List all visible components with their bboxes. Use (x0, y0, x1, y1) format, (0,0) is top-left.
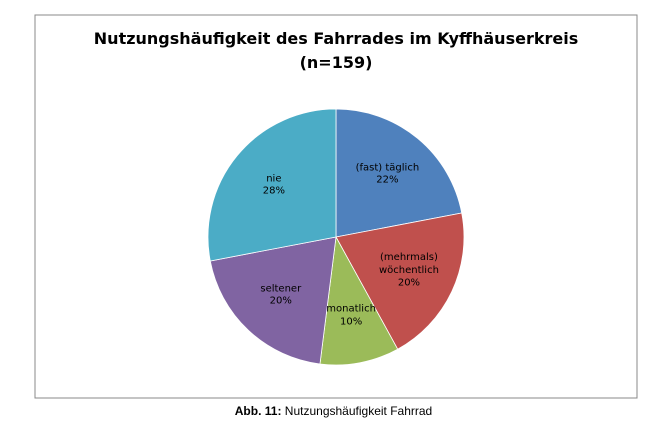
caption-label: Abb. 11: (234, 404, 282, 418)
caption: Abb. 11: Nutzungshäufigkeit Fahrrad (0, 404, 667, 418)
slice-label: (mehrmals) wöchentlich (378, 252, 439, 277)
pie-slice (335, 108, 463, 238)
pie-slice (319, 235, 399, 366)
slice-label: monatlich (326, 303, 376, 315)
slice-label: seltener (260, 283, 302, 295)
slice-value-label: 22% (376, 174, 399, 186)
caption-text: Nutzungshäufigkeit Fahrrad (284, 404, 433, 418)
slice-label: (fast) täglich (355, 162, 420, 174)
chart-title: (n=159) (300, 53, 373, 72)
slice-value-label: 10% (339, 316, 363, 328)
pie-slice (335, 212, 465, 350)
pie-slice (209, 236, 337, 365)
slice-value-label: 20% (397, 277, 421, 289)
slice-label: nie (266, 173, 282, 185)
slice-value-label: 28% (262, 185, 285, 197)
slice-value-label: 20% (269, 295, 292, 307)
chart-title: Nutzungshäufigkeit des Fahrrades im Kyff… (94, 29, 578, 48)
pie-slice (207, 108, 337, 262)
